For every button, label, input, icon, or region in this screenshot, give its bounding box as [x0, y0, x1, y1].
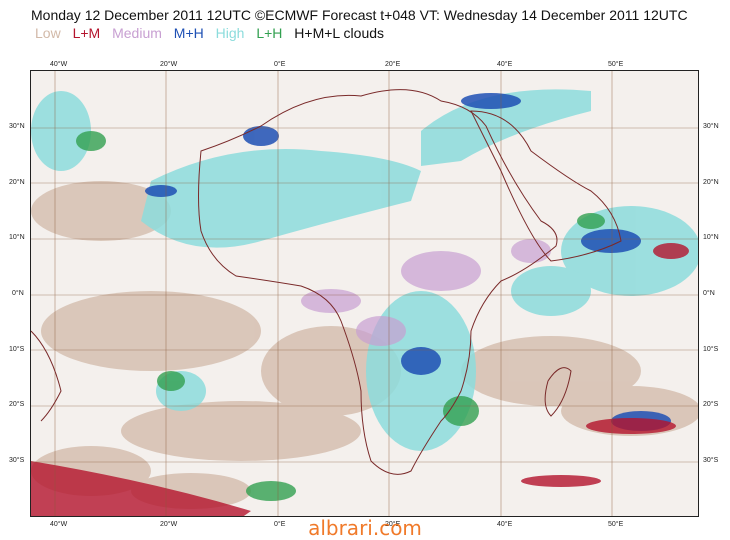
- site-watermark: albrari.com: [308, 516, 422, 540]
- lat-label-left-30s: 30°S: [9, 457, 25, 464]
- lon-label-top-40e: 40°E: [497, 61, 513, 68]
- low-high-cloud-layer: [76, 131, 605, 501]
- lat-label-left-20n: 20°N: [9, 179, 25, 186]
- cloud-legend: Low L+M Medium M+H High L+H H+M+L clouds: [35, 25, 392, 41]
- lat-label-right-10n: 10°N: [703, 234, 719, 241]
- lat-label-right-30n: 30°N: [703, 123, 719, 130]
- lat-label-left-20s: 20°S: [9, 401, 25, 408]
- legend-low: Low: [35, 25, 61, 41]
- lon-label-bottom-20w: 20°W: [160, 521, 178, 528]
- lon-label-top-20w: 20°W: [160, 61, 178, 68]
- lon-label-bottom-40e: 40°E: [497, 521, 513, 528]
- cloud-cover-map[interactable]: [30, 70, 699, 517]
- lat-label-left-30n: 30°N: [9, 123, 25, 130]
- legend-medium: Medium: [112, 25, 162, 41]
- lat-label-right-10s: 10°S: [703, 346, 719, 353]
- medium-cloud-layer: [301, 239, 551, 346]
- lon-label-top-0e: 0°E: [274, 61, 286, 68]
- lat-label-right-0n: 0°N: [703, 290, 715, 297]
- lat-label-right-30s: 30°S: [703, 457, 719, 464]
- legend-low-high: L+H: [256, 25, 283, 41]
- legend-all-levels: H+M+L clouds: [294, 25, 385, 41]
- lon-label-bottom-0e: 0°E: [274, 521, 286, 528]
- lat-label-left-10s: 10°S: [9, 346, 25, 353]
- lat-label-right-20n: 20°N: [703, 179, 719, 186]
- coastlines: [31, 89, 622, 475]
- legend-medium-high: M+H: [173, 25, 204, 41]
- lon-label-bottom-20e: 20°E: [385, 521, 401, 528]
- low-medium-cloud-layer: [31, 243, 689, 516]
- legend-high: High: [215, 25, 245, 41]
- lon-label-top-40w: 40°W: [50, 61, 68, 68]
- map-canvas: [31, 71, 698, 516]
- graticule: [31, 71, 698, 516]
- chart-title: Monday 12 December 2011 12UTC ©ECMWF For…: [31, 7, 688, 23]
- legend-low-medium: L+M: [72, 25, 101, 41]
- lat-label-right-20s: 20°S: [703, 401, 719, 408]
- lat-label-left-0n: 0°N: [12, 290, 24, 297]
- lat-label-left-10n: 10°N: [9, 234, 25, 241]
- lon-label-bottom-50e: 50°E: [608, 521, 624, 528]
- lon-label-top-20e: 20°E: [385, 61, 401, 68]
- lon-label-top-50e: 50°E: [608, 61, 624, 68]
- lon-label-bottom-40w: 40°W: [50, 521, 68, 528]
